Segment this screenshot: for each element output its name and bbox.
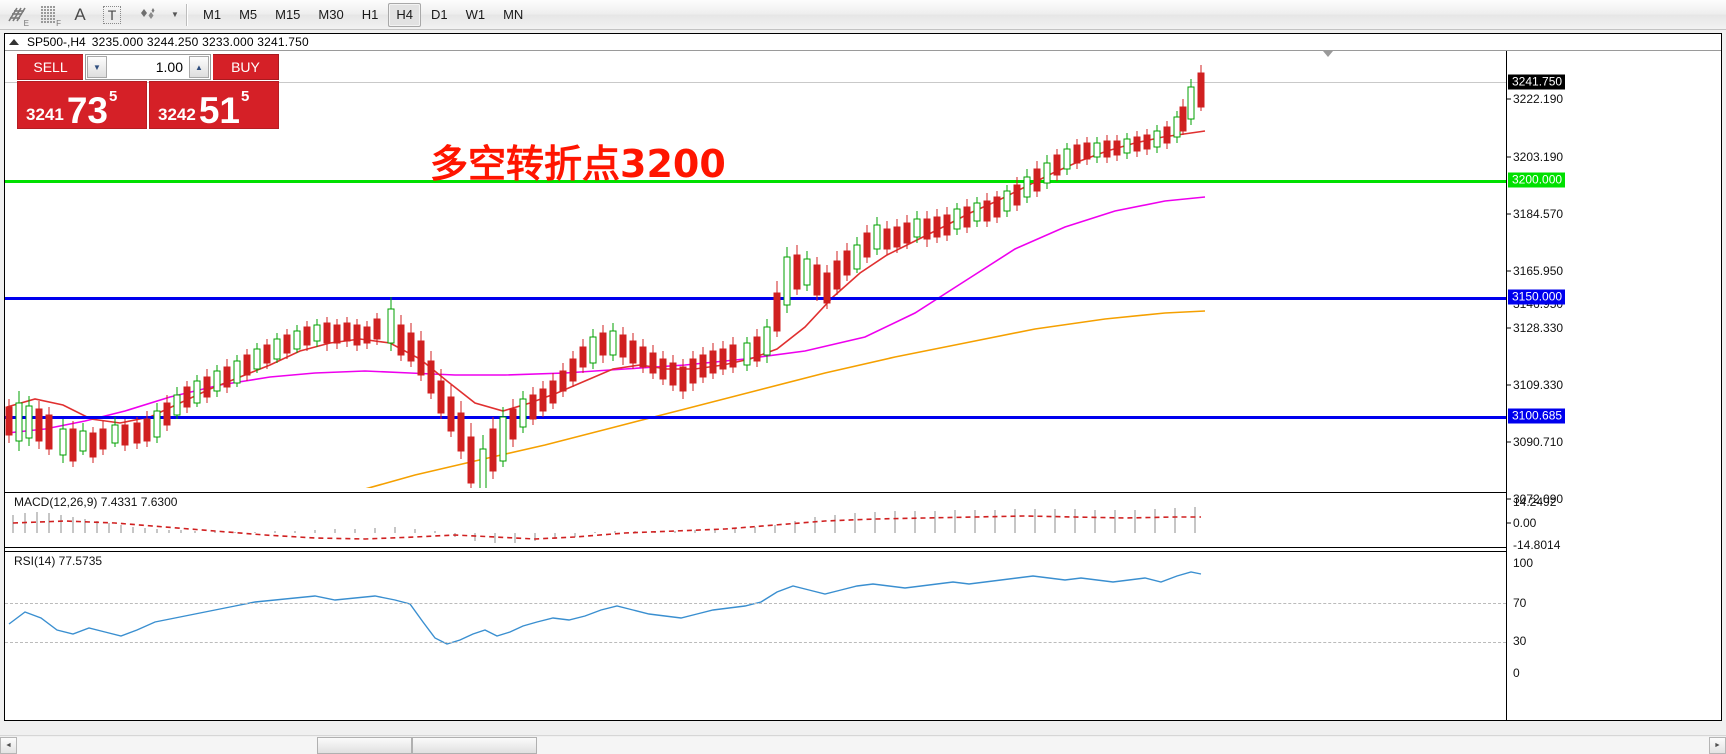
- buy-price-display[interactable]: 3242 51 5: [149, 81, 279, 129]
- timeframe-d1[interactable]: D1: [430, 7, 448, 22]
- rsi-axis-30: 30: [1513, 634, 1527, 648]
- scrollbar-track[interactable]: [17, 736, 1709, 754]
- buy-price-main: 51: [198, 89, 240, 131]
- one-click-trading-panel[interactable]: SELL ▼ 1.00 ▲ BUY 3241 73 5 3242 51 5: [17, 54, 279, 129]
- tick-3165: [1507, 270, 1511, 272]
- sell-price-prefix: 3241: [26, 105, 64, 124]
- scroll-left-arrow-icon[interactable]: ◄: [0, 736, 17, 754]
- axis-label-3203: 3203.190: [1513, 150, 1564, 164]
- sell-price-main: 73: [66, 89, 108, 131]
- axis-label-3128: 3128.330: [1513, 321, 1564, 335]
- price-pane[interactable]: 多空转折点3200: [5, 51, 1506, 488]
- ohlc-values: 3235.000 3244.250 3233.000 3241.750: [91, 35, 309, 49]
- macd-pane[interactable]: MACD(12,26,9) 7.4331 7.6300: [5, 492, 1506, 548]
- collapse-triangle-icon[interactable]: [9, 39, 19, 45]
- sell-price-point: 5: [108, 88, 118, 105]
- indicators-icon[interactable]: E: [1, 2, 31, 28]
- last-price-badge: 3241.750: [1508, 74, 1566, 90]
- rsi-series-svg: [8, 571, 1202, 645]
- level-badge-3150: 3150.000: [1508, 289, 1566, 305]
- text-box-glyph: T: [102, 5, 122, 24]
- volume-increase-icon[interactable]: ▲: [189, 56, 209, 78]
- tick-3109: [1507, 384, 1511, 386]
- tick-3090: [1507, 441, 1511, 443]
- symbol-label: SP500-,H4: [27, 35, 86, 49]
- timeframe-w1[interactable]: W1: [465, 7, 486, 22]
- rsi-pane[interactable]: RSI(14) 77.5735: [5, 551, 1506, 669]
- horizontal-scrollbar[interactable]: ◄ ►: [0, 735, 1726, 754]
- grid-f-icon[interactable]: F: [33, 2, 63, 28]
- axis-label-3184: 3184.570: [1513, 207, 1564, 221]
- objects-icon[interactable]: [129, 2, 167, 28]
- timeframe-h1[interactable]: H1: [361, 7, 379, 22]
- level-line-3100: [5, 416, 1506, 419]
- chart-annotation-text: 多空转折点3200: [430, 142, 726, 186]
- trade-panel-price-row: 3241 73 5 3242 51 5: [17, 81, 279, 129]
- trade-panel-top-row: SELL ▼ 1.00 ▲ BUY: [17, 54, 279, 80]
- timeframe-m1[interactable]: M1: [203, 7, 222, 22]
- sell-price-display[interactable]: 3241 73 5: [17, 81, 147, 129]
- rsi-axis-0: 0: [1513, 666, 1520, 680]
- level-line-3200: [5, 180, 1506, 183]
- chart-window: SP500-,H4 3235.000 3244.250 3233.000 324…: [4, 33, 1722, 721]
- tick-3184: [1507, 213, 1511, 215]
- indicators-icon-sub: E: [23, 18, 29, 28]
- volume-decrease-icon[interactable]: ▼: [87, 56, 107, 78]
- timeframe-h4[interactable]: H4: [388, 2, 421, 27]
- timeframe-mn[interactable]: MN: [503, 7, 524, 22]
- level-badge-3200: 3200.000: [1508, 172, 1566, 188]
- buy-price-point: 5: [240, 88, 250, 105]
- chart-plot-region[interactable]: 多空转折点3200 MACD(12,26,9) 7.4331 7.6300: [5, 51, 1721, 720]
- grid-dots: [41, 6, 55, 23]
- volume-value[interactable]: 1.00: [155, 59, 183, 75]
- macd-series-svg: [12, 507, 1201, 543]
- chart-header: SP500-,H4 3235.000 3244.250 3233.000 324…: [5, 34, 1721, 51]
- level-badge-3100: 3100.685: [1508, 408, 1566, 424]
- macd-axis-min: -14.8014: [1513, 538, 1561, 552]
- axis-label-3165: 3165.950: [1513, 264, 1564, 278]
- text-box-icon[interactable]: T: [97, 2, 127, 28]
- scrollbar-thumb-secondary[interactable]: [412, 736, 537, 754]
- tick-3128: [1507, 327, 1511, 329]
- axis-label-3222: 3222.190: [1513, 92, 1564, 106]
- scrollbar-thumb[interactable]: [317, 736, 412, 754]
- tick-3222: [1507, 98, 1511, 100]
- volume-stepper[interactable]: ▼ 1.00 ▲: [85, 54, 211, 80]
- level-line-3150: [5, 297, 1506, 300]
- sell-button[interactable]: SELL: [17, 54, 83, 80]
- grid-f-icon-sub: F: [56, 18, 61, 28]
- buy-button[interactable]: BUY: [213, 54, 279, 80]
- tick-3072: [1507, 498, 1511, 500]
- axis-label-3090: 3090.710: [1513, 435, 1564, 449]
- text-label-icon[interactable]: A: [65, 2, 95, 28]
- candlestick-series: [5, 65, 1205, 488]
- axis-label-3072: 3072.090: [1513, 492, 1564, 506]
- timeframe-m15[interactable]: M15: [275, 7, 301, 22]
- price-axis[interactable]: 3222.190 3203.190 3184.570 3165.950 3146…: [1506, 51, 1721, 720]
- crosshair-marker-icon: [1323, 51, 1333, 57]
- rsi-axis-70: 70: [1513, 596, 1527, 610]
- tick-3203: [1507, 156, 1511, 158]
- macd-axis-max: 14.2492: [1513, 495, 1557, 509]
- rsi-label: RSI(14) 77.5735: [12, 554, 105, 568]
- timeframe-m30[interactable]: M30: [318, 7, 344, 22]
- main-toolbar: E F A T ▼ M1 M5 M15 M30: [0, 0, 1726, 30]
- macd-tick-zero: [1507, 522, 1511, 524]
- axis-label-3109: 3109.330: [1513, 378, 1564, 392]
- scroll-right-arrow-icon[interactable]: ►: [1709, 736, 1726, 754]
- macd-label: MACD(12,26,9) 7.4331 7.6300: [12, 495, 180, 509]
- timeframe-m5[interactable]: M5: [239, 7, 258, 22]
- macd-axis-zero: 0.00: [1513, 516, 1537, 530]
- rsi-level-70: [5, 603, 1506, 604]
- objects-dropdown-caret-icon[interactable]: ▼: [171, 10, 179, 19]
- buy-price-prefix: 3242: [158, 105, 196, 124]
- rsi-axis-100: 100: [1513, 556, 1534, 570]
- text-label-glyph: A: [74, 4, 86, 24]
- rsi-level-30: [5, 642, 1506, 643]
- toolbar-separator: [186, 3, 188, 26]
- gridline-3241: [5, 82, 1506, 83]
